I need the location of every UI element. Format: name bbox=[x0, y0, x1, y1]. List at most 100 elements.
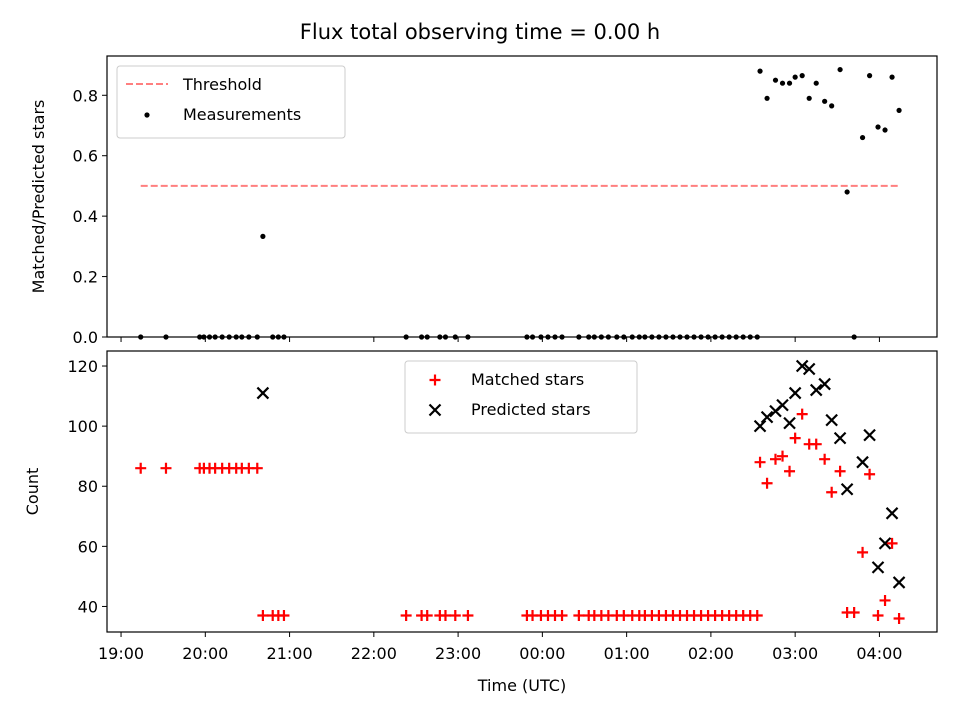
legend-label: Threshold bbox=[182, 75, 262, 94]
data-point bbox=[878, 537, 892, 550]
y-tick-label: 0.0 bbox=[73, 328, 98, 347]
data-point bbox=[751, 609, 763, 621]
data-point bbox=[833, 431, 847, 445]
y-tick-label: 60 bbox=[78, 537, 98, 556]
axes-frame bbox=[106, 55, 938, 338]
data-point bbox=[573, 609, 585, 621]
y-tick-label: 0.4 bbox=[73, 207, 98, 226]
data-point bbox=[449, 609, 461, 621]
legend-swatch bbox=[428, 403, 442, 417]
data-point bbox=[761, 477, 773, 489]
count-panel: 40 60 80 100 120 Count Matched stars Predicted … bbox=[23, 350, 938, 637]
x-tick-label: 20:00 bbox=[182, 644, 228, 663]
ratio-panel: 0.0 0.2 0.4 0.6 0.8 Matched/Predicted stars Th… bbox=[29, 55, 938, 347]
data-point bbox=[810, 438, 822, 450]
y-tick-label: 120 bbox=[67, 357, 98, 376]
x-tick-label: 23:00 bbox=[435, 644, 481, 663]
data-point bbox=[789, 432, 801, 444]
data-point bbox=[882, 127, 888, 133]
x-tick-label: 21:00 bbox=[267, 644, 313, 663]
x-axis-label: Time (UTC) bbox=[477, 676, 566, 695]
data-point bbox=[885, 507, 899, 520]
y-tick-label: 0.6 bbox=[73, 147, 98, 166]
data-point bbox=[760, 410, 774, 424]
data-point bbox=[777, 450, 789, 462]
data-point bbox=[439, 609, 451, 621]
data-point bbox=[892, 576, 906, 589]
legend-box bbox=[116, 65, 346, 139]
data-point bbox=[257, 609, 269, 621]
data-point bbox=[825, 413, 838, 427]
data-point bbox=[256, 386, 270, 400]
data-point bbox=[757, 68, 763, 74]
data-point bbox=[783, 416, 796, 430]
x-tick-label: 04:00 bbox=[856, 644, 902, 663]
data-point bbox=[278, 609, 290, 621]
y-axis-label: Count bbox=[23, 468, 42, 516]
legend: Threshold Measurements bbox=[116, 65, 346, 139]
data-point bbox=[795, 359, 809, 373]
data-point bbox=[886, 537, 898, 549]
data-point bbox=[556, 609, 568, 621]
data-point bbox=[818, 377, 831, 391]
data-point bbox=[834, 465, 846, 477]
data-point bbox=[840, 482, 854, 496]
axes-frame bbox=[106, 350, 938, 633]
data-point bbox=[400, 609, 412, 621]
y-tick-label: 0.8 bbox=[73, 86, 98, 105]
series-predicted-stars bbox=[256, 359, 906, 589]
x-tick-label: 22:00 bbox=[351, 644, 397, 663]
y-tick-label: 100 bbox=[67, 417, 98, 436]
data-point bbox=[753, 419, 767, 433]
data-point bbox=[844, 189, 850, 195]
data-point bbox=[837, 66, 843, 73]
data-point bbox=[863, 428, 876, 442]
data-point bbox=[135, 462, 147, 474]
data-point bbox=[160, 462, 172, 474]
shared-x-axis: 19:00 20:00 21:00 22:00 23:00 00:00 01:00 02:00… bbox=[98, 644, 902, 695]
legend-swatch bbox=[144, 112, 150, 118]
x-tick-label: 19:00 bbox=[98, 644, 144, 663]
x-tick-label: 03:00 bbox=[772, 644, 818, 663]
data-point bbox=[754, 456, 766, 468]
data-point bbox=[792, 74, 798, 80]
data-point bbox=[857, 546, 869, 558]
data-point bbox=[260, 233, 266, 239]
x-tick-label: 01:00 bbox=[604, 644, 650, 663]
data-point bbox=[864, 468, 876, 480]
data-point bbox=[871, 561, 885, 574]
data-point bbox=[799, 73, 805, 79]
data-point bbox=[856, 455, 869, 469]
y-axis-label: Matched/Predicted stars bbox=[29, 100, 48, 294]
series-measurements bbox=[138, 66, 902, 340]
legend: Matched stars Predicted stars bbox=[404, 360, 638, 434]
series-matched-stars bbox=[135, 408, 905, 624]
legend-label: Matched stars bbox=[471, 370, 584, 389]
data-point bbox=[764, 95, 770, 101]
legend-box bbox=[404, 360, 638, 434]
y-tick-label: 80 bbox=[78, 477, 98, 496]
data-point bbox=[875, 124, 881, 130]
legend-label: Predicted stars bbox=[471, 400, 591, 419]
data-point bbox=[769, 453, 781, 465]
data-point bbox=[893, 612, 905, 624]
data-point bbox=[784, 465, 796, 477]
data-point bbox=[848, 606, 860, 618]
data-point bbox=[813, 80, 819, 86]
legend-swatch bbox=[429, 374, 441, 386]
data-point bbox=[421, 609, 433, 621]
data-point bbox=[826, 486, 838, 498]
data-point bbox=[786, 80, 793, 86]
data-point bbox=[776, 398, 789, 412]
data-point bbox=[879, 594, 891, 606]
data-point bbox=[772, 77, 779, 83]
data-point bbox=[859, 134, 866, 141]
data-point bbox=[896, 107, 902, 113]
y-tick-label: 40 bbox=[78, 597, 98, 616]
x-tick-label: 00:00 bbox=[519, 644, 565, 663]
data-point bbox=[806, 95, 812, 101]
data-point bbox=[809, 383, 823, 397]
data-point bbox=[251, 462, 263, 474]
data-point bbox=[802, 362, 816, 376]
